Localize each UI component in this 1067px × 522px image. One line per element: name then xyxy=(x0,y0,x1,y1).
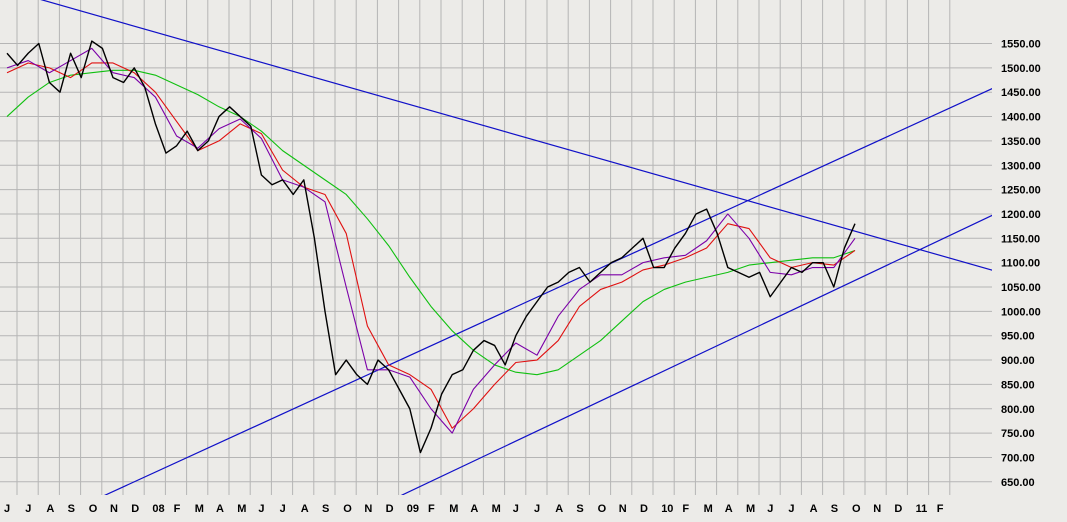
x-tick-label: 10 xyxy=(661,503,673,515)
x-tick-label: O xyxy=(343,503,352,515)
x-tick-label: F xyxy=(174,503,181,515)
x-tick-label: M xyxy=(704,503,713,515)
x-tick-label: S xyxy=(68,503,75,515)
x-tick-label: N xyxy=(619,503,627,515)
x-tick-label: A xyxy=(810,503,818,515)
x-tick-label: M xyxy=(492,503,501,515)
x-tick-label: D xyxy=(131,503,139,515)
y-tick-label: 650.00 xyxy=(1001,477,1035,489)
x-tick-label: F xyxy=(937,503,944,515)
y-tick-label: 1300.00 xyxy=(1001,160,1041,172)
x-tick-label: J xyxy=(767,503,773,515)
y-tick-label: 1050.00 xyxy=(1001,282,1041,294)
x-tick-label: A xyxy=(216,503,224,515)
y-tick-label: 1550.00 xyxy=(1001,39,1041,51)
y-tick-label: 850.00 xyxy=(1001,379,1035,391)
x-tick-label: 08 xyxy=(152,503,164,515)
x-tick-label: M xyxy=(746,503,755,515)
x-tick-label: 09 xyxy=(407,503,419,515)
y-tick-label: 900.00 xyxy=(1001,355,1035,367)
x-tick-label: M xyxy=(195,503,204,515)
y-tick-label: 1500.00 xyxy=(1001,63,1041,75)
y-tick-label: 1100.00 xyxy=(1001,258,1040,270)
plot-area xyxy=(6,0,992,495)
x-tick-label: D xyxy=(640,503,648,515)
x-tick-label: S xyxy=(831,503,838,515)
x-tick-label: O xyxy=(852,503,861,515)
x-tick-label: M xyxy=(449,503,458,515)
x-tick-label: O xyxy=(89,503,98,515)
price-line xyxy=(6,40,856,454)
x-tick-label: A xyxy=(46,503,54,515)
x-tick-label: A xyxy=(301,503,309,515)
x-tick-label: A xyxy=(555,503,563,515)
y-tick-label: 1250.00 xyxy=(1001,185,1041,197)
x-tick-label: M xyxy=(237,503,246,515)
moving-average-line xyxy=(6,69,856,376)
y-tick-label: 950.00 xyxy=(1001,331,1035,343)
x-tick-label: F xyxy=(428,503,435,515)
y-tick-label: 1350.00 xyxy=(1001,136,1041,148)
x-tick-label: N xyxy=(873,503,881,515)
x-tick-label: D xyxy=(386,503,394,515)
x-tick-label: 11 xyxy=(916,503,928,515)
y-tick-label: 800.00 xyxy=(1001,404,1035,416)
y-tick-label: 1400.00 xyxy=(1001,112,1041,124)
x-tick-label: J xyxy=(513,503,519,515)
x-tick-label: F xyxy=(682,503,689,515)
trendline xyxy=(40,0,992,271)
x-tick-label: J xyxy=(25,503,31,515)
x-tick-label: N xyxy=(110,503,118,515)
trendline xyxy=(400,214,992,495)
trendline xyxy=(104,87,992,495)
x-tick-label: J xyxy=(4,503,10,515)
y-tick-label: 700.00 xyxy=(1001,452,1035,464)
x-tick-label: D xyxy=(894,503,902,515)
y-tick-label: 750.00 xyxy=(1001,428,1035,440)
y-tick-label: 1450.00 xyxy=(1001,87,1041,99)
moving-average-line xyxy=(6,62,856,429)
x-tick-label: O xyxy=(598,503,607,515)
x-tick-label: A xyxy=(725,503,733,515)
x-tick-label: S xyxy=(322,503,329,515)
x-tick-label: J xyxy=(280,503,286,515)
y-tick-label: 1000.00 xyxy=(1001,306,1041,318)
x-tick-label: N xyxy=(364,503,372,515)
x-tick-label: A xyxy=(470,503,478,515)
moving-average-line xyxy=(6,47,856,434)
y-tick-label: 1150.00 xyxy=(1001,233,1040,245)
x-tick-label: J xyxy=(788,503,794,515)
x-tick-label: S xyxy=(576,503,583,515)
x-tick-label: J xyxy=(258,503,264,515)
x-tick-label: J xyxy=(534,503,540,515)
y-tick-label: 1200.00 xyxy=(1001,209,1041,221)
